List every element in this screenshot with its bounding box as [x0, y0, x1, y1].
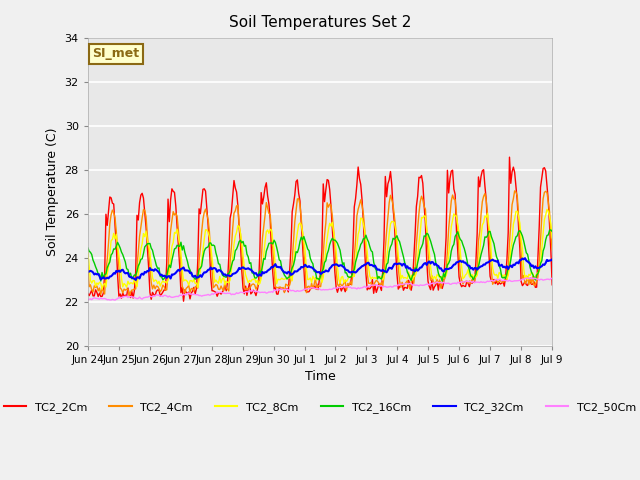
- Title: Soil Temperatures Set 2: Soil Temperatures Set 2: [229, 15, 411, 30]
- Line: TC2_16Cm: TC2_16Cm: [88, 230, 552, 281]
- TC2_50Cm: [527, 275, 535, 280]
- TC2_32Cm: [289, 272, 296, 277]
- Line: TC2_50Cm: TC2_50Cm: [88, 277, 552, 300]
- Line: TC2_8Cm: TC2_8Cm: [88, 209, 552, 289]
- TC2_50Cm: [247, 288, 255, 294]
- TC2_8Cm: [543, 206, 551, 212]
- TC2_2Cm: [506, 154, 513, 160]
- TC2_2Cm: [247, 291, 255, 297]
- Line: TC2_32Cm: TC2_32Cm: [88, 258, 552, 280]
- TC2_4Cm: [84, 263, 92, 269]
- TC2_4Cm: [511, 188, 518, 194]
- TC2_16Cm: [287, 269, 295, 275]
- TC2_16Cm: [524, 252, 531, 257]
- TC2_32Cm: [548, 256, 556, 262]
- TC2_8Cm: [98, 286, 106, 292]
- TC2_2Cm: [548, 282, 556, 288]
- TC2_32Cm: [521, 255, 529, 261]
- TC2_32Cm: [142, 270, 150, 276]
- TC2_4Cm: [525, 282, 532, 288]
- TC2_4Cm: [142, 214, 150, 219]
- TC2_4Cm: [224, 286, 232, 292]
- TC2_4Cm: [247, 283, 255, 289]
- TC2_8Cm: [524, 276, 531, 282]
- TC2_32Cm: [132, 277, 140, 283]
- TC2_50Cm: [239, 290, 247, 296]
- X-axis label: Time: Time: [305, 371, 335, 384]
- Text: SI_met: SI_met: [92, 48, 140, 60]
- TC2_32Cm: [525, 260, 532, 265]
- TC2_8Cm: [239, 252, 247, 258]
- TC2_2Cm: [289, 209, 296, 215]
- TC2_32Cm: [239, 264, 247, 270]
- TC2_2Cm: [224, 279, 232, 285]
- TC2_4Cm: [239, 266, 247, 272]
- TC2_4Cm: [548, 247, 556, 253]
- TC2_50Cm: [111, 297, 119, 303]
- TC2_8Cm: [224, 279, 232, 285]
- TC2_2Cm: [141, 210, 148, 216]
- TC2_16Cm: [438, 278, 446, 284]
- Y-axis label: Soil Temperature (C): Soil Temperature (C): [46, 128, 59, 256]
- TC2_4Cm: [125, 293, 133, 299]
- TC2_2Cm: [239, 286, 247, 291]
- TC2_16Cm: [84, 245, 92, 251]
- TC2_32Cm: [224, 272, 232, 278]
- TC2_4Cm: [289, 258, 296, 264]
- TC2_8Cm: [84, 249, 92, 254]
- Line: TC2_4Cm: TC2_4Cm: [88, 191, 552, 296]
- TC2_32Cm: [247, 267, 255, 273]
- Line: TC2_2Cm: TC2_2Cm: [88, 157, 552, 301]
- TC2_2Cm: [84, 291, 92, 297]
- TC2_16Cm: [547, 227, 555, 233]
- TC2_8Cm: [289, 278, 296, 284]
- TC2_16Cm: [222, 275, 230, 280]
- TC2_50Cm: [524, 275, 531, 281]
- Legend: TC2_2Cm, TC2_4Cm, TC2_8Cm, TC2_16Cm, TC2_32Cm, TC2_50Cm: TC2_2Cm, TC2_4Cm, TC2_8Cm, TC2_16Cm, TC2…: [0, 397, 640, 417]
- TC2_8Cm: [247, 279, 255, 285]
- TC2_50Cm: [224, 290, 232, 296]
- TC2_50Cm: [548, 275, 556, 281]
- TC2_50Cm: [84, 297, 92, 303]
- TC2_16Cm: [246, 261, 253, 266]
- TC2_8Cm: [142, 228, 150, 234]
- TC2_8Cm: [548, 235, 556, 240]
- TC2_16Cm: [141, 244, 148, 250]
- TC2_2Cm: [525, 279, 532, 285]
- TC2_16Cm: [238, 240, 246, 246]
- TC2_2Cm: [180, 298, 188, 304]
- TC2_16Cm: [548, 228, 556, 234]
- TC2_50Cm: [289, 288, 296, 293]
- TC2_32Cm: [84, 269, 92, 275]
- TC2_50Cm: [142, 294, 150, 300]
